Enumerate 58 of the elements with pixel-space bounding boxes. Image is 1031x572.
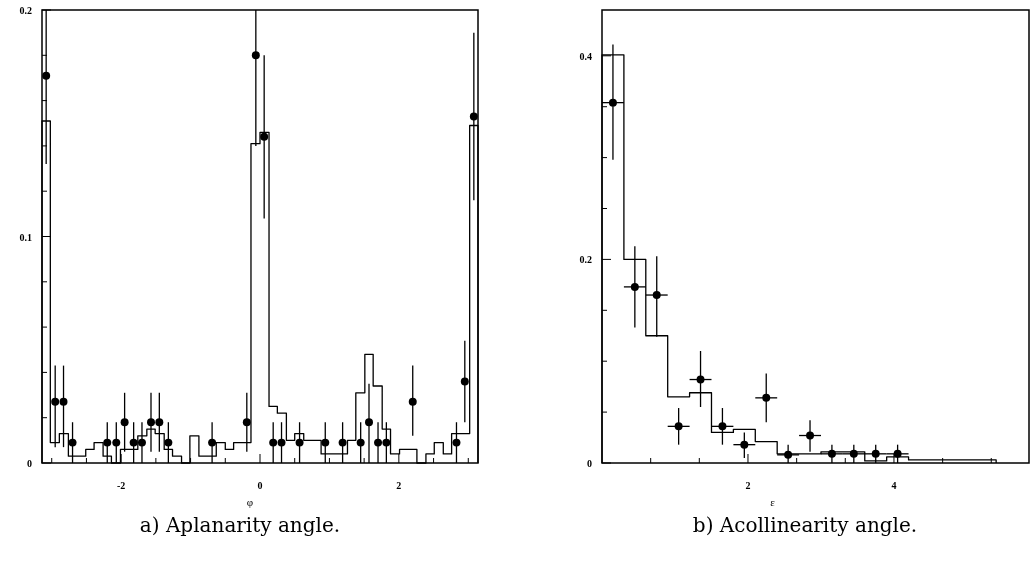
point — [208, 438, 217, 447]
point — [42, 71, 51, 80]
point — [103, 438, 112, 447]
point — [137, 438, 146, 447]
point — [696, 375, 705, 384]
point — [652, 291, 661, 300]
y-tick-label: 0.2 — [579, 254, 592, 266]
x-axis-title: φ — [246, 496, 254, 508]
point — [608, 98, 617, 107]
point — [849, 449, 858, 458]
point — [740, 440, 749, 449]
point — [469, 112, 478, 121]
point — [382, 438, 391, 447]
x-tick-label: 2 — [745, 480, 751, 491]
y-tick-label: 0 — [27, 458, 32, 469]
y-tick-label: 0 — [587, 458, 592, 469]
point — [51, 397, 60, 406]
point — [784, 450, 793, 459]
point — [871, 449, 880, 458]
x-tick-label: 4 — [891, 480, 897, 491]
text: a) Aplanarity angle. — [139, 513, 341, 537]
point — [155, 418, 164, 427]
point — [120, 418, 129, 427]
point — [365, 418, 373, 427]
point — [59, 397, 68, 406]
point — [295, 438, 304, 447]
point — [762, 393, 771, 402]
y-tick-label: 0.2 — [19, 5, 32, 16]
point — [452, 438, 461, 447]
point — [242, 418, 251, 427]
point — [112, 438, 121, 447]
point — [269, 438, 278, 447]
x-axis-title: ε — [770, 496, 776, 508]
point — [806, 431, 815, 440]
point — [356, 438, 365, 447]
point — [827, 449, 836, 458]
point — [147, 418, 155, 427]
point — [718, 422, 727, 431]
point — [277, 438, 286, 447]
point — [408, 397, 417, 406]
y-tick-label: 0.4 — [579, 50, 592, 62]
point — [630, 282, 639, 291]
x-tick-label: -2 — [116, 480, 126, 491]
point — [321, 438, 330, 447]
y-tick-label: 0.1 — [19, 231, 32, 243]
point — [164, 438, 173, 447]
point — [129, 438, 138, 447]
point — [460, 377, 469, 386]
x-tick-label: 2 — [396, 480, 402, 491]
point — [68, 438, 77, 447]
point — [674, 422, 683, 431]
point — [251, 51, 260, 60]
point — [338, 438, 347, 447]
point — [374, 438, 383, 447]
x-tick-label: 0 — [257, 480, 263, 491]
text: b) Acollinearity angle. — [692, 513, 918, 537]
point — [893, 449, 902, 458]
point — [260, 132, 269, 141]
